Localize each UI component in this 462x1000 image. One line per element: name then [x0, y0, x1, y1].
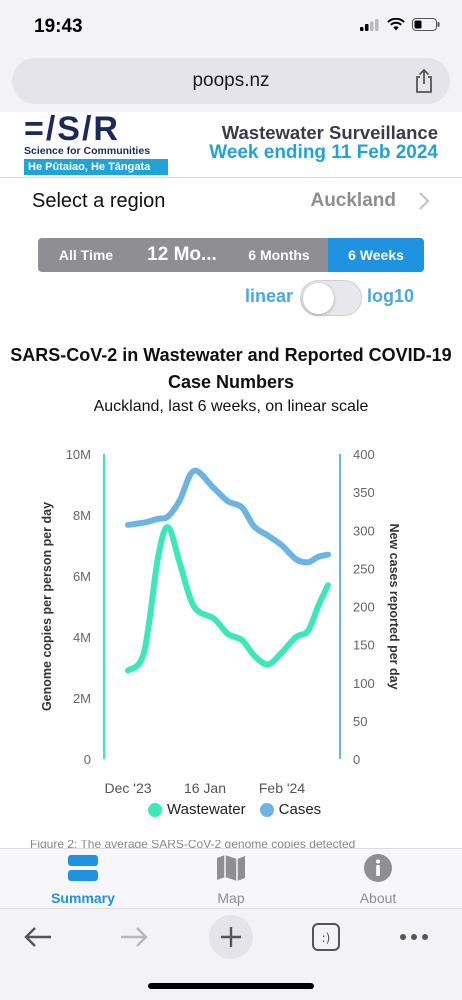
week-ending: Week ending 11 Feb 2024	[209, 142, 438, 163]
logo-tagline: Science for Communities	[24, 145, 151, 157]
chart-title: SARS-CoV-2 in Wastewater and Reported CO…	[10, 345, 452, 392]
region-selector[interactable]: Select a region Auckland	[22, 182, 442, 226]
left-tick-label: 4M	[73, 630, 91, 645]
forward-button[interactable]	[112, 915, 156, 959]
time-range-control: All Time 12 Mo... 6 Months 6 Weeks	[38, 238, 424, 272]
map-icon	[217, 855, 245, 881]
tab-map-label: Map	[217, 890, 245, 906]
left-tick-label: 0	[84, 752, 91, 767]
site-title: Wastewater Surveillance	[221, 122, 438, 143]
back-arrow-icon	[24, 927, 51, 947]
app-tab-bar: Summary Map About	[0, 848, 462, 908]
legend-cases[interactable]: Cases	[259, 801, 322, 818]
tabs-smiley-icon: :)	[312, 923, 340, 951]
chart-subtitle: Auckland, last 6 weeks, on linear scale	[93, 398, 369, 415]
legend-cases-label: Cases	[278, 801, 322, 818]
right-tick-label: 200	[353, 600, 375, 615]
tab-map[interactable]: Map	[176, 853, 286, 906]
address-bar[interactable]: poops.nz	[12, 58, 450, 104]
x-tick-label: Feb '24	[259, 780, 305, 796]
right-tick-label: 50	[353, 714, 367, 729]
home-indicator	[148, 983, 314, 989]
left-tick-label: 10M	[66, 447, 91, 462]
more-dots-icon	[400, 934, 428, 940]
right-tick-label: 0	[353, 752, 360, 767]
more-menu-button[interactable]	[392, 915, 436, 959]
x-tick-label: Dec '23	[104, 780, 151, 796]
region-label: Select a region	[32, 190, 166, 212]
wastewater-chart: 0 2M 4M 6M 8M 10M 0 50 100 150 200 250 300 350 400 Dec …	[40, 447, 401, 796]
left-tick-label: 8M	[73, 508, 91, 523]
x-tick-label: 16 Jan	[184, 780, 226, 796]
status-time: 19:43	[34, 16, 83, 37]
figure-caption: Figure 2: The average SARS-CoV-2 genome …	[30, 840, 356, 848]
right-axis-title: New cases reported per day	[387, 523, 401, 689]
toggle-knob	[303, 283, 334, 314]
cellular-signal-icon	[360, 18, 379, 31]
url-text: poops.nz	[192, 70, 270, 91]
site-header: =/S/R Science for Communities He Pūtaiao…	[0, 112, 462, 178]
info-icon	[364, 854, 392, 882]
range-all-time[interactable]: All Time	[58, 247, 114, 263]
esr-logo[interactable]: =/S/R Science for Communities He Pūtaiao…	[24, 112, 168, 176]
scale-toggle-switch[interactable]	[300, 280, 362, 316]
summary-icon	[68, 855, 98, 881]
tab-summary[interactable]: Summary	[28, 853, 138, 906]
battery-icon	[412, 18, 440, 31]
right-tick-label: 150	[353, 638, 375, 653]
scale-toggle-row: linear log10	[0, 278, 462, 318]
tab-summary-label: Summary	[51, 890, 115, 906]
right-tick-label: 400	[353, 447, 375, 462]
scale-log-label[interactable]: log10	[367, 286, 415, 306]
range-12-months[interactable]: 12 Mo...	[147, 244, 217, 265]
right-tick-label: 350	[353, 485, 375, 500]
logo-maori-tagline: He Pūtaiao, He Tāngata	[24, 159, 168, 175]
scale-linear-label[interactable]: linear	[245, 286, 294, 306]
left-tick-label: 2M	[73, 691, 91, 706]
back-button[interactable]	[16, 915, 60, 959]
right-tick-label: 250	[353, 561, 375, 576]
legend-wastewater[interactable]: Wastewater	[148, 801, 246, 818]
left-tick-label: 6M	[73, 569, 91, 584]
plus-icon	[221, 927, 241, 947]
legend-wastewater-label: Wastewater	[167, 801, 246, 818]
right-tick-label: 300	[353, 523, 375, 538]
logo-wordmark: =/S/R	[24, 112, 120, 148]
status-icons	[360, 18, 440, 31]
web-content: =/S/R Science for Communities He Pūtaiao…	[0, 112, 462, 848]
range-6-weeks[interactable]: 6 Weeks	[328, 238, 424, 272]
region-value: Auckland	[310, 190, 396, 211]
chevron-right-icon	[419, 192, 430, 210]
chart-legend: Wastewater Cases	[148, 801, 321, 818]
share-icon[interactable]	[414, 68, 434, 94]
wastewater-dot-icon	[148, 802, 162, 817]
new-tab-button[interactable]	[209, 915, 253, 959]
tab-about[interactable]: About	[323, 853, 433, 906]
svg-text::): :)	[322, 931, 331, 945]
wastewater-series-line	[125, 524, 331, 674]
wifi-icon	[387, 18, 405, 31]
cases-series-line	[125, 467, 331, 566]
range-6-months[interactable]: 6 Months	[248, 247, 310, 263]
forward-arrow-icon	[121, 927, 148, 947]
left-axis-title: Genome copies per person per day	[40, 502, 54, 711]
right-tick-label: 100	[353, 676, 375, 691]
tabs-button[interactable]: :)	[304, 915, 348, 959]
status-bar: 19:43	[0, 0, 462, 58]
cases-dot-icon	[259, 802, 274, 817]
tab-about-label: About	[359, 890, 397, 906]
